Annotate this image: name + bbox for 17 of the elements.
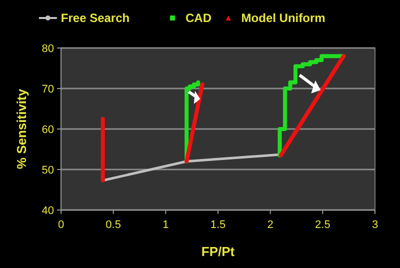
legend-label: CAD: [186, 11, 212, 25]
y-axis-title: % Sensitivity: [14, 88, 29, 170]
y-tick-label: 80: [42, 43, 54, 55]
y-tick-label: 60: [42, 124, 54, 136]
x-axis-title: FP/Pt: [201, 244, 236, 259]
y-tick-label: 40: [42, 205, 54, 217]
legend-label: Model Uniform: [241, 11, 326, 25]
y-tick-label: 70: [42, 84, 54, 96]
x-tick-label: 0: [58, 219, 64, 231]
legend-label: Free Search: [60, 11, 130, 25]
x-tick-label: 1.5: [210, 219, 226, 231]
x-tick-label: 2: [267, 219, 274, 231]
y-tick-label: 50: [42, 164, 54, 176]
x-tick-label: 3: [372, 219, 378, 231]
x-tick-label: 2.5: [315, 219, 330, 231]
x-tick-label: 0.5: [106, 219, 121, 231]
x-tick-label: 1: [162, 219, 169, 231]
